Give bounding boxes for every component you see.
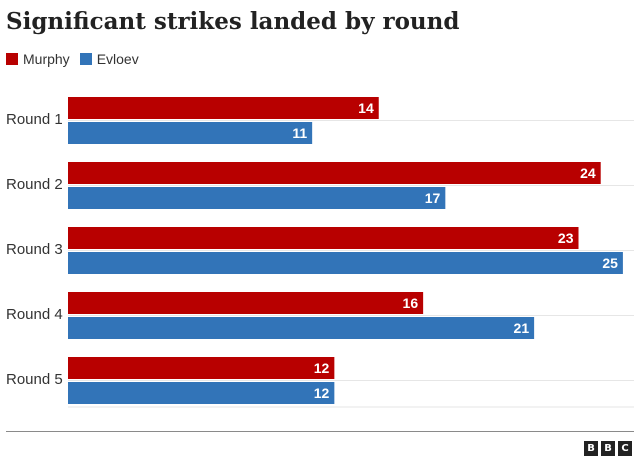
bbc-logo-letter: B (584, 441, 598, 456)
category-label: Round 2 (6, 176, 63, 193)
legend-swatch-evloev (79, 53, 92, 65)
legend-item-evloev: Evloev (79, 51, 139, 67)
data-label: 17 (425, 190, 441, 206)
legend-label-evloev: Evloev (96, 51, 139, 67)
bar-evloev (68, 382, 335, 404)
legend-swatch-murphy (6, 53, 18, 65)
bar-murphy (68, 227, 579, 249)
data-label: 24 (580, 165, 596, 181)
data-label: 25 (602, 255, 618, 271)
bar-evloev (68, 317, 535, 339)
bar-evloev (68, 187, 446, 209)
data-label: 12 (314, 360, 330, 376)
bar-murphy (68, 292, 424, 314)
chart-title: Significant strikes landed by round (6, 8, 460, 35)
bar-murphy (68, 357, 335, 379)
data-label: 16 (403, 295, 419, 311)
legend: Murphy Evloev (6, 51, 149, 67)
footer-divider (6, 431, 634, 432)
category-label: Round 4 (6, 306, 63, 323)
data-label: 12 (314, 385, 330, 401)
data-label: 23 (558, 230, 574, 246)
bbc-logo: B B C (581, 441, 632, 456)
legend-label-murphy: Murphy (23, 51, 70, 67)
data-label: 11 (292, 125, 307, 141)
data-label: 21 (514, 320, 530, 336)
bbc-logo-letter: B (601, 441, 615, 456)
data-label: 14 (358, 100, 374, 116)
bar-murphy (68, 97, 379, 119)
bar-murphy (68, 162, 601, 184)
bar-evloev (68, 122, 313, 144)
category-label: Round 3 (6, 241, 63, 258)
legend-item-murphy: Murphy (6, 51, 70, 67)
category-label: Round 5 (6, 371, 63, 388)
bbc-logo-letter: C (618, 441, 632, 456)
category-label: Round 1 (6, 111, 63, 128)
bar-evloev (68, 252, 623, 274)
